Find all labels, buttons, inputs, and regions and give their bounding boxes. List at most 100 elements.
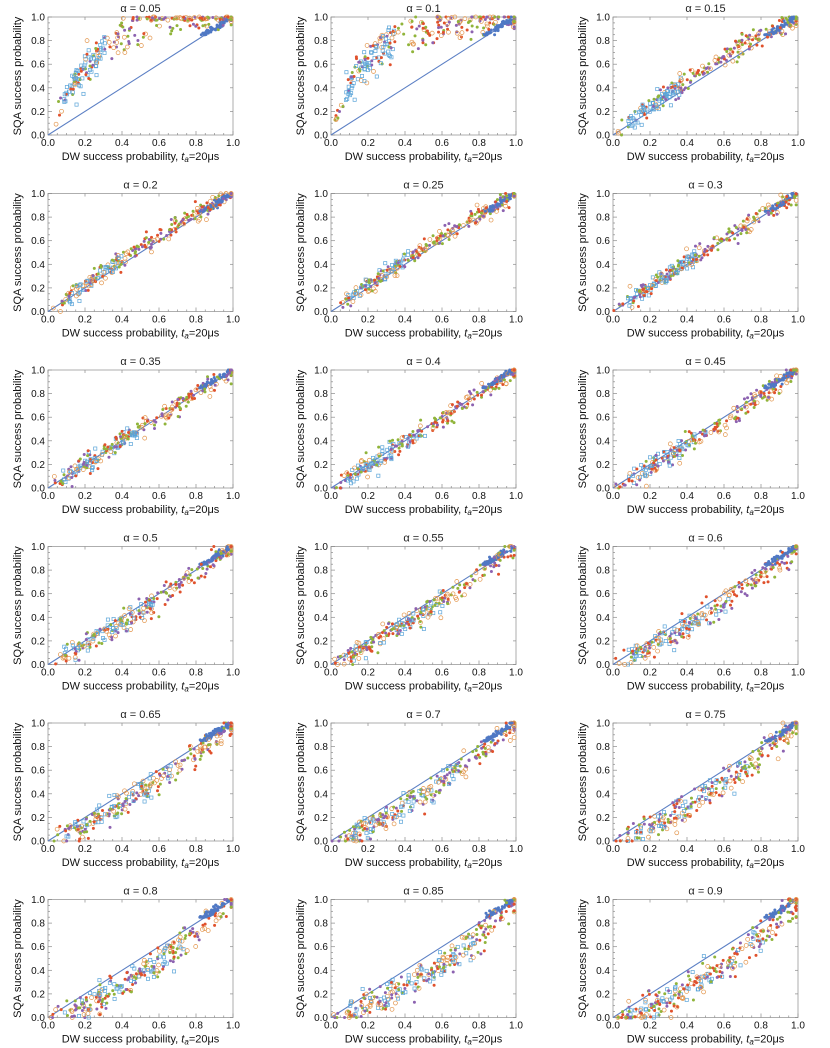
- scatter-point: [682, 619, 686, 623]
- scatter-point: [628, 114, 633, 119]
- scatter-point: [492, 28, 496, 32]
- scatter-point: [709, 611, 713, 615]
- panel-title: α = 0.6: [688, 533, 722, 545]
- x-axis-label: DW success probability, ta=20μs: [345, 328, 503, 341]
- scatter-point: [777, 391, 781, 395]
- scatter-point: [187, 218, 191, 222]
- scatter-point: [100, 39, 104, 44]
- scatter-point: [789, 368, 793, 372]
- scatter-point: [689, 431, 693, 435]
- scatter-point: [767, 382, 771, 386]
- scatter-point: [353, 472, 357, 476]
- x-tick-label: 1.0: [509, 491, 523, 502]
- panel-title: α = 0.5: [123, 533, 157, 545]
- scatter-point: [447, 20, 451, 24]
- scatter-point: [630, 123, 635, 128]
- scatter-point: [84, 289, 88, 293]
- scatter-point: [655, 87, 660, 92]
- x-axis-label: DW success probability, ta=20μs: [627, 504, 785, 517]
- scatter-point: [657, 632, 661, 636]
- scatter-point: [115, 812, 119, 816]
- scatter-point: [629, 655, 633, 659]
- scatter-point: [96, 272, 100, 276]
- scatter-point: [488, 217, 494, 223]
- scatter-point: [635, 467, 639, 471]
- scatter-point: [53, 478, 57, 482]
- scatter-point: [400, 257, 405, 262]
- scatter-point: [408, 626, 412, 630]
- scatter-point: [91, 278, 97, 283]
- x-axis-label: DW success probability, ta=20μs: [345, 681, 503, 694]
- y-tick-label: 0.8: [596, 566, 610, 577]
- scatter-point: [751, 219, 757, 225]
- scatter-point: [98, 53, 103, 57]
- scatter-point: [388, 41, 392, 45]
- y-tick-label: 0.8: [31, 389, 45, 400]
- scatter-point: [394, 623, 399, 628]
- scatter-point: [110, 442, 114, 446]
- scatter-point: [663, 91, 668, 96]
- scatter-point: [212, 27, 216, 31]
- scatter-point: [415, 27, 419, 31]
- scatter-point: [686, 86, 690, 90]
- scatter-point: [479, 381, 485, 386]
- scatter-point: [192, 581, 196, 585]
- scatter-point: [752, 394, 758, 399]
- scatter-point: [73, 70, 78, 75]
- scatter-point: [741, 219, 745, 223]
- scatter-point: [381, 34, 385, 39]
- scatter-point: [177, 585, 181, 589]
- scatter-point: [91, 274, 95, 278]
- scatter-point: [465, 582, 469, 586]
- scatter-point: [470, 24, 474, 28]
- scatter-point: [61, 477, 66, 482]
- scatter-point: [794, 15, 798, 19]
- y-tick-label: 0.2: [596, 460, 610, 471]
- scatter-point: [451, 585, 455, 589]
- scatter-point: [725, 49, 729, 53]
- y-tick-label: 0.4: [314, 260, 328, 271]
- scatter-point: [66, 476, 71, 481]
- scatter-point: [729, 603, 732, 607]
- scatter-point: [344, 70, 349, 75]
- scatter-point: [418, 620, 423, 625]
- scatter-point: [669, 640, 673, 644]
- x-tick-label: 0.8: [189, 315, 203, 326]
- scatter-point: [712, 427, 716, 431]
- scatter-point: [749, 392, 753, 396]
- scatter-point: [169, 582, 173, 586]
- scatter-point: [785, 552, 789, 556]
- panel-5: α = 0.250.00.00.20.20.40.40.60.60.80.81.…: [295, 180, 523, 341]
- scatter-point: [114, 40, 120, 45]
- scatter-point: [74, 466, 79, 472]
- scatter-point: [654, 279, 658, 283]
- scatter-point: [663, 639, 668, 643]
- scatter-point: [507, 206, 511, 210]
- scatter-point: [717, 596, 723, 602]
- x-tick-label: 0.0: [324, 491, 338, 502]
- scatter-point: [737, 585, 741, 589]
- scatter-point: [437, 30, 441, 34]
- scatter-point: [154, 778, 160, 783]
- y-axis-label: SQA success probability: [12, 722, 24, 841]
- scatter-point: [362, 79, 367, 84]
- scatter-point: [116, 631, 120, 635]
- scatter-point: [408, 433, 412, 437]
- x-tick-label: 0.2: [361, 315, 375, 326]
- y-tick-label: 0.2: [31, 283, 45, 294]
- scatter-point: [475, 390, 479, 394]
- scatter-point: [502, 372, 506, 376]
- scatter-point: [339, 481, 343, 485]
- scatter-point: [376, 473, 381, 478]
- scatter-point: [419, 611, 423, 615]
- scatter-point: [453, 595, 458, 600]
- scatter-point: [793, 23, 799, 28]
- scatter-point: [212, 373, 216, 377]
- scatter-point: [228, 733, 232, 737]
- scatter-point: [497, 203, 501, 207]
- scatter-point: [356, 640, 362, 646]
- scatter-point: [411, 430, 415, 434]
- scatter-point: [680, 266, 684, 270]
- scatter-point: [118, 23, 122, 27]
- scatter-point: [421, 22, 425, 26]
